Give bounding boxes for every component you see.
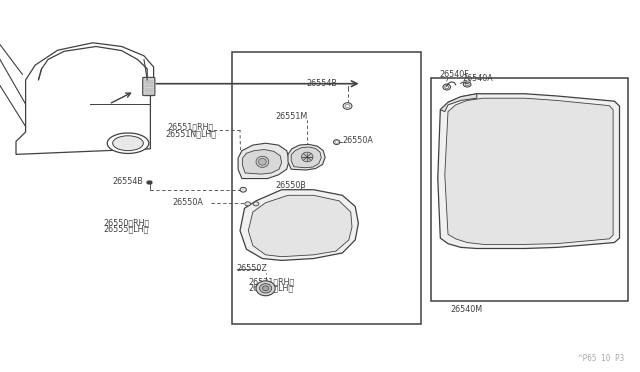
Ellipse shape xyxy=(256,156,269,167)
Text: 26554B: 26554B xyxy=(306,79,337,88)
Text: 26526〈LH〉: 26526〈LH〉 xyxy=(248,284,294,293)
Polygon shape xyxy=(438,94,620,248)
Polygon shape xyxy=(16,43,154,154)
Text: 26540M: 26540M xyxy=(450,305,482,314)
Ellipse shape xyxy=(107,133,149,153)
Polygon shape xyxy=(445,98,613,244)
Ellipse shape xyxy=(301,152,313,162)
Polygon shape xyxy=(438,94,620,248)
Ellipse shape xyxy=(259,158,266,165)
Text: 26555〈LH〉: 26555〈LH〉 xyxy=(104,224,149,233)
Text: 26540A: 26540A xyxy=(462,74,493,83)
Ellipse shape xyxy=(445,86,449,89)
Polygon shape xyxy=(440,94,477,112)
Text: 26540F: 26540F xyxy=(440,70,469,79)
Text: 26550A: 26550A xyxy=(173,198,204,207)
Text: 26550〈RH〉: 26550〈RH〉 xyxy=(104,218,150,227)
Polygon shape xyxy=(248,195,352,257)
Bar xyxy=(232,52,421,324)
Text: 26550B: 26550B xyxy=(275,182,306,190)
Ellipse shape xyxy=(335,141,339,143)
Text: 26550A: 26550A xyxy=(342,137,373,145)
Text: 26554B: 26554B xyxy=(112,177,143,186)
Polygon shape xyxy=(240,190,358,260)
Polygon shape xyxy=(288,144,325,170)
Ellipse shape xyxy=(253,202,259,206)
Ellipse shape xyxy=(256,281,275,296)
Ellipse shape xyxy=(346,105,350,108)
Text: 26551N〈LH〉: 26551N〈LH〉 xyxy=(165,129,216,138)
Ellipse shape xyxy=(465,83,469,86)
Text: 26521〈RH〉: 26521〈RH〉 xyxy=(248,278,294,286)
Polygon shape xyxy=(240,190,358,260)
Polygon shape xyxy=(445,98,613,244)
Text: 26551〈RH〉: 26551〈RH〉 xyxy=(168,123,214,132)
Text: 26550Z: 26550Z xyxy=(237,264,268,273)
Text: ^P65 10 P3: ^P65 10 P3 xyxy=(578,355,624,363)
Text: 26551M: 26551M xyxy=(275,112,307,121)
Ellipse shape xyxy=(443,84,451,90)
Ellipse shape xyxy=(262,286,269,291)
FancyBboxPatch shape xyxy=(143,77,155,96)
Ellipse shape xyxy=(113,136,143,151)
Ellipse shape xyxy=(463,82,471,87)
Ellipse shape xyxy=(343,103,352,109)
Ellipse shape xyxy=(245,202,251,206)
Ellipse shape xyxy=(240,187,246,192)
Polygon shape xyxy=(238,143,289,179)
Polygon shape xyxy=(248,195,352,257)
Ellipse shape xyxy=(333,140,340,144)
Ellipse shape xyxy=(260,283,271,293)
Polygon shape xyxy=(243,150,282,174)
Bar xyxy=(431,78,628,301)
Polygon shape xyxy=(291,147,321,168)
